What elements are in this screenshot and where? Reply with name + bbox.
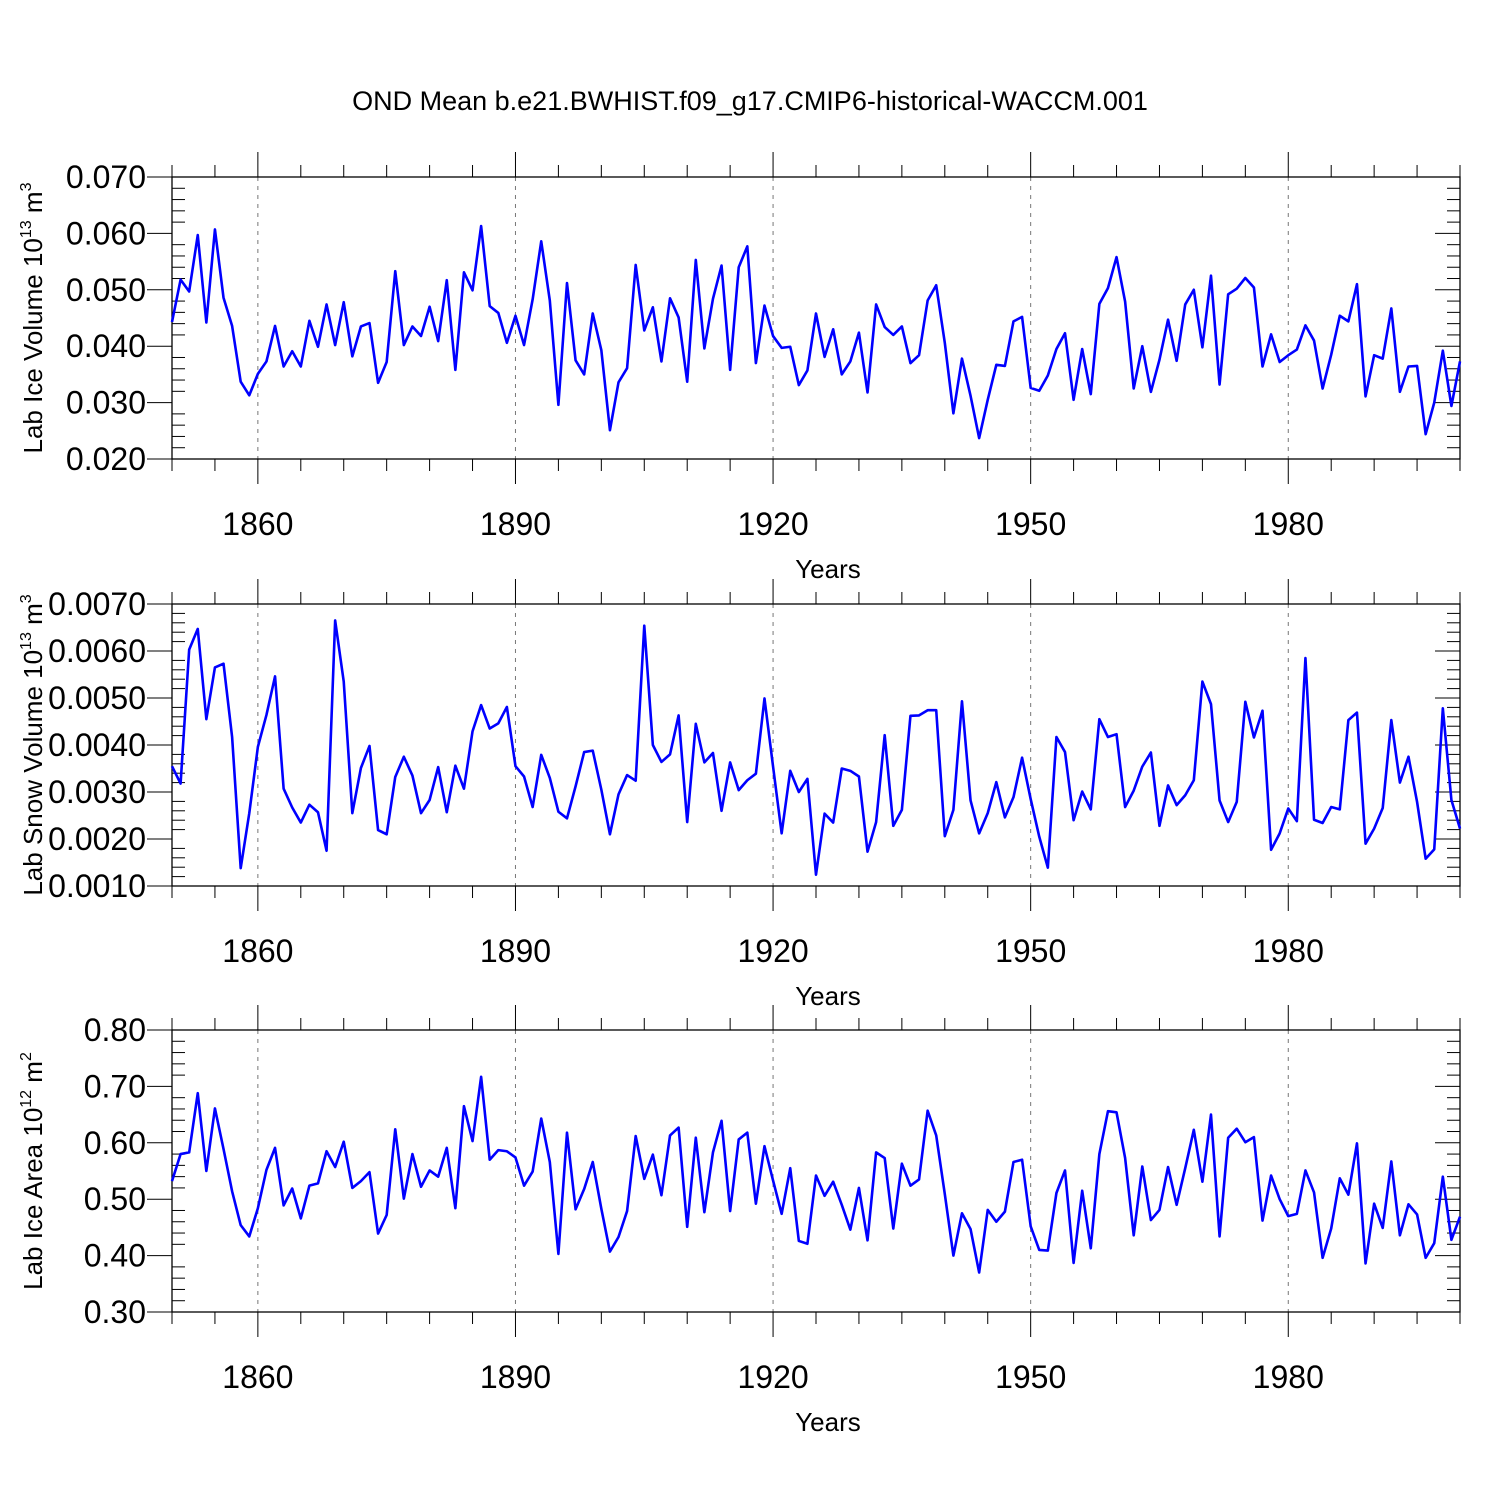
x-tick-label-1980: 1980 <box>1253 933 1324 969</box>
y-tick-label: 0.30 <box>84 1294 146 1330</box>
x-tick-label-1890: 1890 <box>480 1359 551 1395</box>
x-tick-label-1980: 1980 <box>1253 506 1324 542</box>
figure-title: OND Mean b.e21.BWHIST.f09_g17.CMIP6-hist… <box>352 86 1148 116</box>
y-tick-label: 0.0060 <box>48 633 146 669</box>
y-tick-label: 0.0010 <box>48 868 146 904</box>
y-tick-label: 0.040 <box>66 328 146 364</box>
y-tick-label: 0.50 <box>84 1181 146 1217</box>
x-axis-label: Years <box>795 1407 861 1437</box>
y-tick-label: 0.020 <box>66 441 146 477</box>
series-line <box>170 1075 1462 1274</box>
x-tick-label-1920: 1920 <box>737 933 808 969</box>
y-tick-label: 0.0070 <box>48 586 146 622</box>
plot-frame <box>171 1029 1461 1313</box>
x-axis-label: Years <box>795 981 861 1011</box>
y-axis-label: Lab Ice Volume 1013 m3 <box>18 182 48 453</box>
x-tick-label-1860: 1860 <box>222 933 293 969</box>
x-tick-label-1890: 1890 <box>480 506 551 542</box>
y-tick-label: 0.0020 <box>48 821 146 857</box>
y-tick-label: 0.0050 <box>48 680 146 716</box>
x-tick-label-1860: 1860 <box>222 1359 293 1395</box>
x-tick-label-1860: 1860 <box>222 506 293 542</box>
y-tick-label: 0.70 <box>84 1068 146 1104</box>
plot-frame <box>171 603 1461 887</box>
x-axis-label: Years <box>795 554 861 584</box>
x-tick-label-1890: 1890 <box>480 933 551 969</box>
y-axis-label: Lab Ice Area 1012 m2 <box>18 1052 48 1290</box>
series-line <box>170 619 1462 877</box>
x-tick-label-1950: 1950 <box>995 933 1066 969</box>
y-tick-label: 0.80 <box>84 1012 146 1048</box>
y-tick-label: 0.030 <box>66 385 146 421</box>
series-line <box>170 224 1462 440</box>
y-tick-label: 0.40 <box>84 1238 146 1274</box>
y-tick-label: 0.060 <box>66 215 146 251</box>
y-axis-label: Lab Snow Volume 1013 m3 <box>18 594 48 895</box>
y-tick-label: 0.0030 <box>48 774 146 810</box>
y-tick-label: 0.070 <box>66 159 146 195</box>
x-tick-label-1950: 1950 <box>995 1359 1066 1395</box>
y-tick-label: 0.050 <box>66 272 146 308</box>
y-tick-label: 0.60 <box>84 1125 146 1161</box>
x-tick-label-1920: 1920 <box>737 1359 808 1395</box>
x-tick-label-1980: 1980 <box>1253 1359 1324 1395</box>
x-tick-label-1920: 1920 <box>737 506 808 542</box>
x-tick-label-1950: 1950 <box>995 506 1066 542</box>
y-tick-label: 0.0040 <box>48 727 146 763</box>
